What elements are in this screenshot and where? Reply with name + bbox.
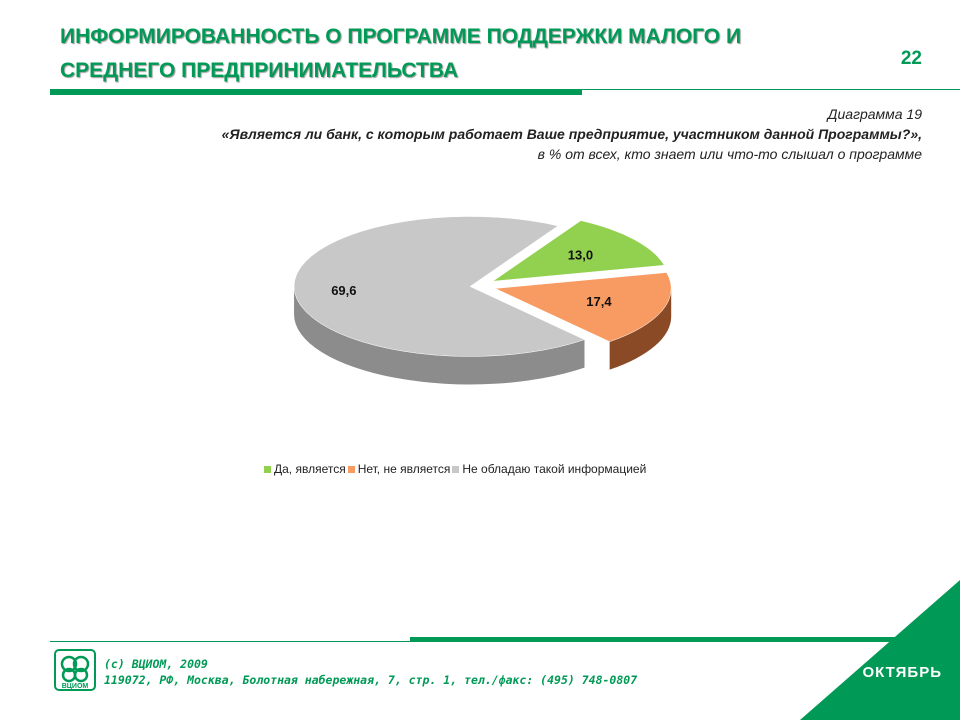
data-label-no: 17,4	[586, 294, 612, 309]
footer-contact: (с) ВЦИОМ, 2009 119072, РФ, Москва, Боло…	[104, 656, 637, 688]
legend-item-yes: Да, является	[264, 462, 346, 476]
header-divider-thin	[582, 89, 960, 90]
legend-label-unknown: Не обладаю такой информацией	[462, 462, 647, 476]
svg-text:ВЦИОМ: ВЦИОМ	[62, 683, 89, 690]
slide-number: 22	[900, 48, 922, 69]
pie-slice-side-unknown	[294, 286, 585, 385]
data-label-yes: 13,0	[568, 247, 593, 262]
survey-question: «Является ли банк, с которым работает Ва…	[221, 126, 922, 142]
legend-item-unknown: Не обладаю такой информацией	[452, 462, 646, 476]
legend-item-no: Нет, не является	[347, 462, 451, 476]
vciom-logo-icon: ВЦИОМ	[54, 649, 96, 691]
data-label-unknown: 69,6	[331, 283, 356, 298]
legend-label-yes: Да, является	[274, 462, 346, 476]
legend-swatch-unknown	[452, 465, 460, 473]
legend-swatch-no	[347, 465, 355, 473]
percent-base-note: в % от всех, кто знает или что-то слышал…	[537, 146, 922, 162]
footer-copyright: (с) ВЦИОМ, 2009	[104, 657, 208, 671]
pie-slice-unknown	[293, 216, 586, 357]
legend-swatch-yes	[264, 465, 271, 473]
header-divider-thick	[50, 89, 582, 95]
legend-label-no: Нет, не является	[357, 462, 451, 476]
chart-legend: Да, является Нет, не является Не обладаю…	[264, 462, 724, 476]
footer-address: 119072, РФ, Москва, Болотная набережная,…	[104, 673, 638, 687]
footer-divider-thick	[410, 637, 960, 642]
pie-slice-side-no	[609, 288, 672, 370]
footer-divider-thin	[50, 641, 410, 642]
corner-accent	[800, 580, 960, 720]
diagram-number: Диаграмма 19	[827, 106, 922, 122]
pie-slice-no	[494, 272, 672, 342]
pie-slice-yes	[491, 220, 665, 282]
page-title: ИНФОРМИРОВАННОСТЬ О ПРОГРАММЕ ПОДДЕРЖКИ …	[60, 25, 742, 82]
chart-caption: Диаграмма 19 «Является ли банк, с которы…	[102, 104, 922, 164]
corner-month-label: ОКТЯБРЬ	[862, 664, 942, 681]
